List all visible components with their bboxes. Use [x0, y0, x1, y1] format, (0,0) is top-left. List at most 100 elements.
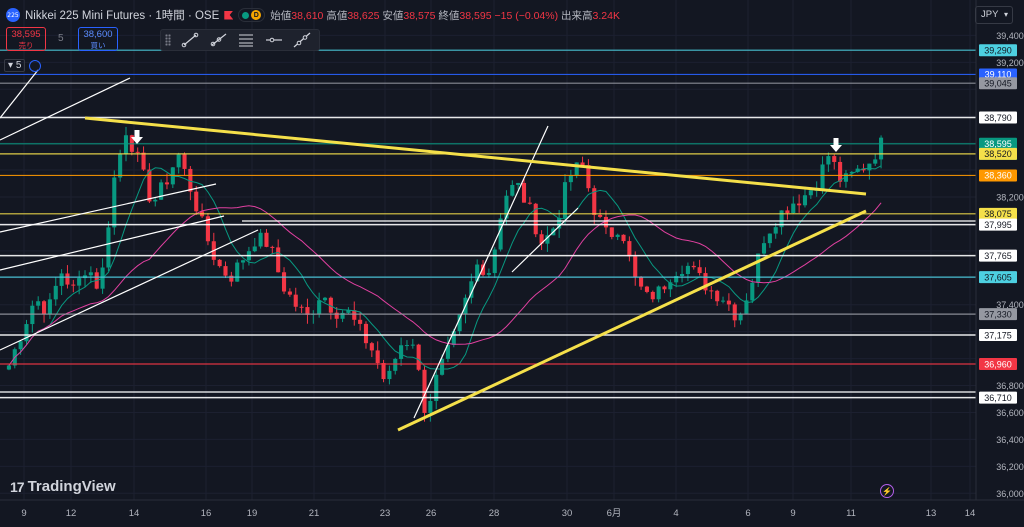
candle-body [399, 345, 404, 359]
open-value: 38,610 [291, 9, 324, 22]
level-badge-37,605 [979, 271, 1017, 284]
open-label: 始値 [270, 9, 292, 22]
candle-body [873, 159, 878, 164]
candle-body [36, 301, 41, 306]
x-tick-label: 13 [926, 508, 937, 519]
candle-body [264, 232, 269, 247]
candle-body [838, 161, 843, 182]
candle-body [562, 182, 568, 218]
horizontal-line-icon[interactable] [265, 32, 283, 48]
candle-body [299, 306, 304, 308]
close-label: 終値 [438, 9, 460, 22]
ohlc-readout: 始値38,610 高値38,625 安値38,575 終値38,595 −15 … [270, 8, 620, 23]
candle-body [123, 135, 129, 155]
x-tick-label: 21 [309, 508, 320, 519]
candle-body [469, 281, 474, 298]
x-tick-label: 6 [745, 508, 750, 519]
y-tick-label: 37,400 [996, 300, 1024, 310]
symbol-icon[interactable]: 225 [6, 8, 20, 22]
x-tick-label: 16 [201, 508, 212, 519]
candle-body [340, 312, 345, 319]
candle-body [65, 273, 70, 285]
level-badge-39,290 [979, 44, 1017, 57]
symbol-title[interactable]: Nikkei 225 Mini Futures · 1時間 · OSE [25, 10, 220, 22]
candle-body [147, 169, 152, 202]
x-tick-label: 11 [846, 508, 856, 519]
ma-short-line [8, 165, 882, 370]
settings-circle-icon[interactable] [29, 59, 42, 72]
logo-text: TradingView [27, 478, 116, 495]
candle-body [30, 305, 35, 325]
candle-body [732, 304, 737, 321]
candle-body [47, 299, 52, 315]
candle-body [194, 191, 199, 212]
candle-body [691, 265, 696, 268]
candle-body [715, 290, 720, 302]
extended-line-icon[interactable] [293, 32, 311, 48]
candle-body [205, 216, 210, 242]
candle-body [53, 285, 58, 300]
candle-body [738, 313, 743, 321]
candle-body [258, 232, 263, 247]
flag-icon[interactable] [224, 10, 234, 20]
trendline-icon[interactable] [181, 32, 199, 48]
level-label-38,595: 38,595 [984, 139, 1012, 149]
candle-body [598, 214, 603, 217]
level-badge-37,330 [979, 308, 1017, 321]
sell-button[interactable]: 38,595 売り [6, 27, 46, 51]
candle-body [767, 233, 772, 244]
grip-icon[interactable] [165, 34, 171, 46]
candle-body [609, 227, 614, 237]
candle-body [422, 369, 427, 413]
candle-body [393, 358, 398, 371]
candle-body [603, 216, 609, 228]
ray-icon[interactable] [209, 32, 227, 48]
tradingview-logo: 17 TradingView [10, 478, 116, 495]
candle-body [498, 218, 503, 250]
candle-body [791, 203, 796, 214]
y-tick-label: 36,800 [996, 381, 1024, 391]
fib-icon[interactable] [237, 32, 255, 48]
candle-body [287, 291, 292, 295]
interval-collapse[interactable]: ▾ 5 [4, 59, 26, 72]
low-label: 安値 [382, 9, 404, 22]
candle-body [428, 400, 433, 413]
interval-row: ▾ 5 [4, 59, 42, 72]
level-badge-38,595 [979, 137, 1017, 150]
candle-body [317, 300, 322, 314]
candle-body [281, 272, 287, 292]
channel-line-0 [0, 69, 39, 119]
x-tick-label: 9 [790, 508, 795, 519]
candle-body [533, 203, 538, 235]
buy-button[interactable]: 38,600 買い [78, 27, 118, 51]
candle-body [118, 154, 123, 178]
chevron-down-icon: ▾ [8, 60, 14, 71]
candles-group [6, 126, 884, 422]
candle-body [457, 314, 462, 332]
market-status-toggle[interactable]: D [238, 8, 266, 22]
candle-body [644, 286, 649, 292]
candle-body [639, 276, 644, 287]
candle-body [516, 182, 521, 185]
candle-body [568, 175, 573, 183]
candle-body [592, 188, 597, 215]
level-label-36,710: 36,710 [984, 393, 1012, 403]
candle-body [808, 190, 813, 196]
currency-select[interactable]: JPY [975, 6, 1013, 24]
candle-body [235, 262, 240, 282]
arrow-head [830, 145, 842, 152]
candle-body [656, 286, 661, 300]
level-label-38,520: 38,520 [984, 149, 1012, 159]
level-label-39,045: 39,045 [984, 78, 1012, 88]
candle-body [276, 247, 281, 273]
lightning-icon[interactable]: ⚡ [880, 484, 894, 498]
candle-body [334, 312, 339, 319]
candle-body [574, 162, 579, 176]
level-badge-37,765 [979, 249, 1017, 262]
candle-body [369, 343, 374, 351]
level-label-36,960: 36,960 [984, 359, 1012, 369]
candle-body [480, 264, 486, 275]
chart-header: 225 Nikkei 225 Mini Futures · 1時間 · OSE … [6, 6, 620, 24]
